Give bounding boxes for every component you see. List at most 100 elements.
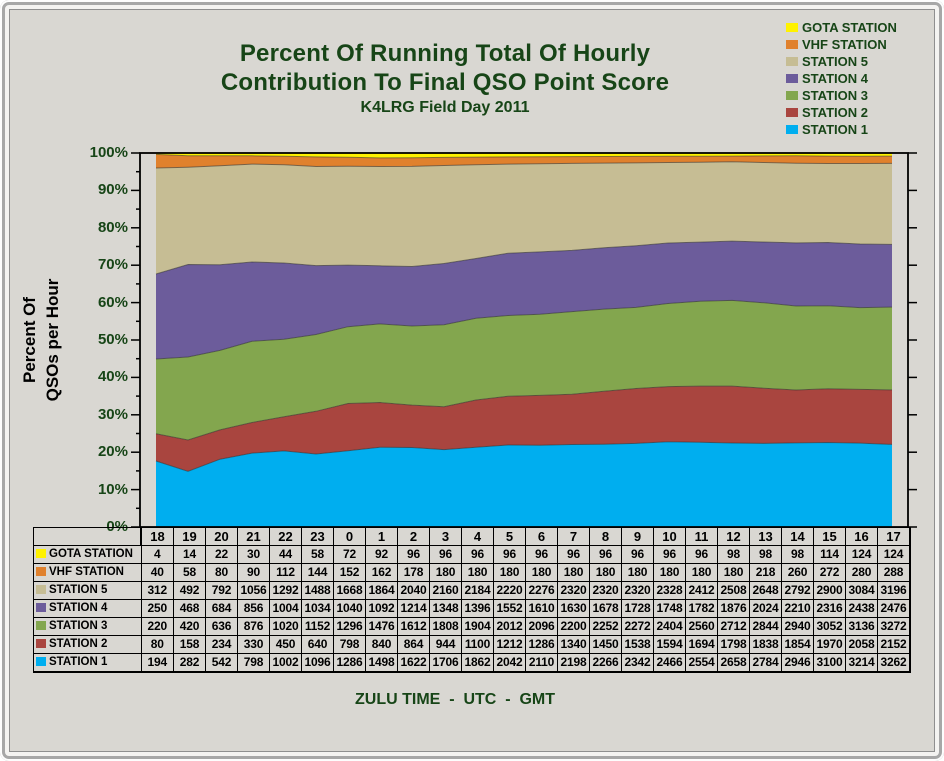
hour-header-cell: 6 bbox=[525, 527, 558, 546]
area-band-station-2 bbox=[156, 386, 892, 472]
value-cell: 180 bbox=[685, 563, 718, 582]
hour-header-cell: 23 bbox=[301, 527, 334, 546]
legend: GOTA STATION VHF STATION STATION 5 STATION … bbox=[786, 20, 897, 139]
legend-label: GOTA STATION bbox=[802, 20, 897, 35]
y-tick-label: 100% bbox=[89, 144, 128, 161]
y-tick-label: 50% bbox=[97, 331, 128, 348]
value-cell: 58 bbox=[173, 563, 206, 582]
value-cell: 636 bbox=[205, 617, 238, 636]
value-cell: 2012 bbox=[493, 617, 526, 636]
value-cell: 158 bbox=[173, 635, 206, 654]
value-cell: 1728 bbox=[621, 599, 654, 618]
area-band-gota-station bbox=[156, 153, 892, 158]
value-cell: 96 bbox=[429, 545, 462, 564]
value-cell: 220 bbox=[140, 617, 174, 636]
legend-item: VHF STATION bbox=[786, 37, 897, 54]
y-tick-label: 30% bbox=[97, 406, 128, 423]
value-cell: 1678 bbox=[589, 599, 622, 618]
legend-swatch-icon bbox=[786, 108, 798, 117]
hour-header-cell: 9 bbox=[621, 527, 654, 546]
hour-header-cell: 1 bbox=[365, 527, 398, 546]
value-cell: 14 bbox=[173, 545, 206, 564]
row-label: GOTA STATION bbox=[49, 548, 133, 560]
value-cell: 1286 bbox=[525, 635, 558, 654]
value-cell: 40 bbox=[140, 563, 174, 582]
value-cell: 180 bbox=[429, 563, 462, 582]
value-cell: 194 bbox=[140, 653, 174, 673]
value-cell: 22 bbox=[205, 545, 238, 564]
value-cell: 2276 bbox=[525, 581, 558, 600]
hour-header-cell: 19 bbox=[173, 527, 206, 546]
value-cell: 96 bbox=[685, 545, 718, 564]
chart-title-block: Percent Of Running Total Of Hourly Contr… bbox=[0, 39, 890, 118]
value-cell: 96 bbox=[557, 545, 590, 564]
legend-item: STATION 1 bbox=[786, 122, 897, 139]
row-label: STATION 4 bbox=[49, 602, 108, 614]
row-swatch-icon bbox=[36, 621, 46, 630]
value-cell: 1002 bbox=[269, 653, 302, 673]
value-cell: 330 bbox=[237, 635, 270, 654]
value-cell: 2200 bbox=[557, 617, 590, 636]
legend-label: STATION 4 bbox=[802, 71, 868, 86]
value-cell: 1668 bbox=[333, 581, 366, 600]
value-cell: 1292 bbox=[269, 581, 302, 600]
area-band-station-4 bbox=[156, 241, 892, 359]
value-cell: 80 bbox=[140, 635, 174, 654]
value-cell: 1864 bbox=[365, 581, 398, 600]
value-cell: 1782 bbox=[685, 599, 718, 618]
value-cell: 2042 bbox=[493, 653, 526, 673]
value-cell: 2024 bbox=[749, 599, 782, 618]
value-cell: 1396 bbox=[461, 599, 494, 618]
value-cell: 2320 bbox=[557, 581, 590, 600]
value-cell: 3214 bbox=[845, 653, 878, 673]
value-cell: 218 bbox=[749, 563, 782, 582]
y-axis-title-line1: Percent Of bbox=[20, 297, 39, 383]
value-cell: 1552 bbox=[493, 599, 526, 618]
value-cell: 96 bbox=[621, 545, 654, 564]
value-cell: 798 bbox=[237, 653, 270, 673]
legend-item: GOTA STATION bbox=[786, 20, 897, 37]
legend-label: STATION 5 bbox=[802, 54, 868, 69]
y-tick-label: 90% bbox=[97, 181, 128, 198]
row-swatch-icon bbox=[36, 567, 46, 576]
value-cell: 1340 bbox=[557, 635, 590, 654]
value-cell: 798 bbox=[333, 635, 366, 654]
value-cell: 450 bbox=[269, 635, 302, 654]
value-cell: 90 bbox=[237, 563, 270, 582]
value-cell: 2946 bbox=[781, 653, 814, 673]
value-cell: 468 bbox=[173, 599, 206, 618]
y-tick-label: 70% bbox=[97, 256, 128, 273]
value-cell: 2940 bbox=[781, 617, 814, 636]
value-cell: 492 bbox=[173, 581, 206, 600]
value-cell: 180 bbox=[621, 563, 654, 582]
legend-swatch-icon bbox=[786, 74, 798, 83]
value-cell: 98 bbox=[749, 545, 782, 564]
value-cell: 124 bbox=[877, 545, 911, 564]
value-cell: 3052 bbox=[813, 617, 846, 636]
value-cell: 282 bbox=[173, 653, 206, 673]
value-cell: 1286 bbox=[333, 653, 366, 673]
value-cell: 180 bbox=[493, 563, 526, 582]
value-cell: 640 bbox=[301, 635, 334, 654]
area-band-vhf-station bbox=[156, 154, 892, 168]
y-tick-label: 10% bbox=[97, 481, 128, 498]
value-cell: 3100 bbox=[813, 653, 846, 673]
row-label-cell: STATION 2 bbox=[33, 635, 142, 654]
value-cell: 1706 bbox=[429, 653, 462, 673]
value-cell: 96 bbox=[525, 545, 558, 564]
value-cell: 312 bbox=[140, 581, 174, 600]
value-cell: 2220 bbox=[493, 581, 526, 600]
value-cell: 1004 bbox=[269, 599, 302, 618]
value-cell: 2508 bbox=[717, 581, 750, 600]
row-label-cell: VHF STATION bbox=[33, 563, 142, 582]
value-cell: 2160 bbox=[429, 581, 462, 600]
value-cell: 3196 bbox=[877, 581, 911, 600]
hour-header-cell: 11 bbox=[685, 527, 718, 546]
row-label: VHF STATION bbox=[49, 566, 124, 578]
value-cell: 876 bbox=[237, 617, 270, 636]
row-label-cell: STATION 3 bbox=[33, 617, 142, 636]
y-tick-label: 20% bbox=[97, 443, 128, 460]
value-cell: 180 bbox=[653, 563, 686, 582]
value-cell: 1212 bbox=[493, 635, 526, 654]
value-cell: 2152 bbox=[877, 635, 911, 654]
